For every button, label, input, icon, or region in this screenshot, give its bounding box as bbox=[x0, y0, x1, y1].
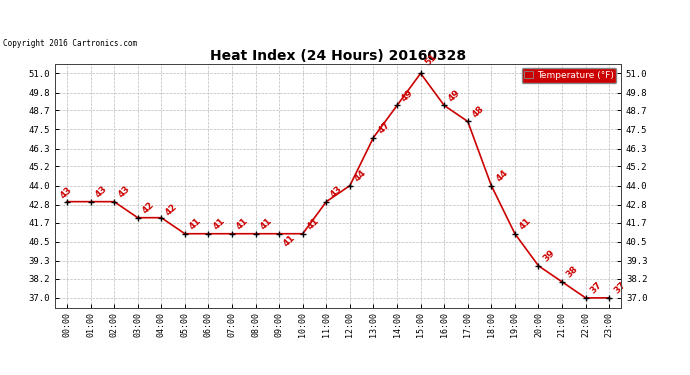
Text: 41: 41 bbox=[518, 216, 533, 232]
Text: 37: 37 bbox=[589, 280, 604, 296]
Text: 42: 42 bbox=[141, 200, 156, 216]
Text: 43: 43 bbox=[59, 186, 74, 201]
Text: 49: 49 bbox=[400, 88, 415, 103]
Text: 42: 42 bbox=[164, 202, 179, 217]
Title: Heat Index (24 Hours) 20160328: Heat Index (24 Hours) 20160328 bbox=[210, 49, 466, 63]
Text: 44: 44 bbox=[353, 168, 368, 183]
Text: 41: 41 bbox=[258, 216, 274, 232]
Text: 43: 43 bbox=[329, 184, 344, 200]
Text: 41: 41 bbox=[188, 216, 203, 232]
Text: 44: 44 bbox=[494, 168, 509, 183]
Text: Copyright 2016 Cartronics.com: Copyright 2016 Cartronics.com bbox=[3, 39, 137, 48]
Text: 43: 43 bbox=[117, 184, 132, 200]
Text: 51: 51 bbox=[424, 52, 439, 67]
Legend: Temperature (°F): Temperature (°F) bbox=[522, 68, 616, 82]
Text: 41: 41 bbox=[306, 216, 321, 232]
Text: 37: 37 bbox=[612, 280, 627, 296]
Text: 39: 39 bbox=[541, 248, 557, 264]
Text: 48: 48 bbox=[471, 104, 486, 119]
Text: 41: 41 bbox=[235, 216, 250, 232]
Text: 43: 43 bbox=[93, 184, 108, 200]
Text: 41: 41 bbox=[211, 216, 226, 232]
Text: 41: 41 bbox=[282, 233, 297, 248]
Text: 47: 47 bbox=[376, 120, 392, 135]
Text: 49: 49 bbox=[447, 88, 462, 103]
Text: 38: 38 bbox=[565, 264, 580, 280]
